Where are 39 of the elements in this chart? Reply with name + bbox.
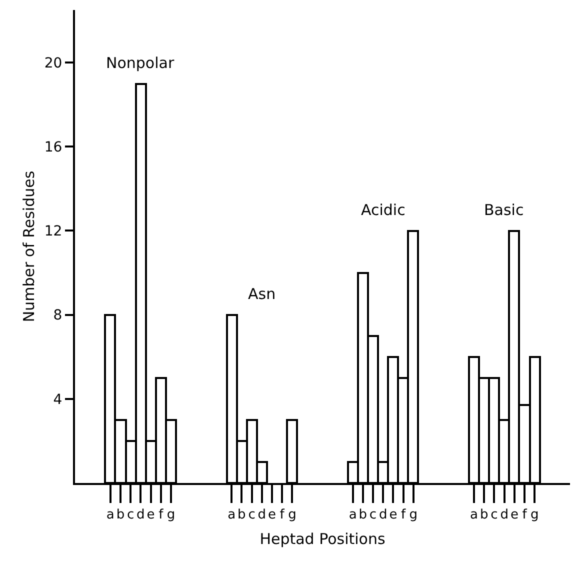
x-tick-label: f — [401, 508, 406, 523]
x-tick-label: b — [358, 508, 368, 523]
x-tick-label: d — [258, 508, 266, 523]
x-tick-label: g — [530, 508, 539, 523]
x-tick-label: a — [228, 508, 236, 523]
x-tick-label: d — [378, 508, 388, 523]
x-tick-label: d — [500, 508, 508, 523]
x-tick-label: a — [348, 508, 357, 523]
y-tick-label: 20 — [44, 55, 62, 72]
x-tick-label: a — [106, 508, 114, 523]
x-tick-label: f — [522, 508, 528, 523]
x-tick-label: e — [389, 508, 398, 523]
x-tick-label: e — [268, 508, 276, 523]
annotation: Asn — [248, 285, 276, 303]
x-tick-label: e — [146, 508, 155, 523]
x-tick-label: a — [470, 508, 478, 523]
y-tick-label: 4 — [53, 392, 62, 408]
x-tick-label: b — [116, 508, 125, 523]
y-tick-label: 8 — [53, 308, 62, 324]
x-axis-title: Heptad Positions — [260, 530, 386, 548]
x-tick-label: g — [409, 508, 418, 523]
x-tick-label: g — [166, 508, 176, 523]
annotation: Nonpolar — [106, 54, 175, 72]
x-tick-label: d — [136, 508, 145, 523]
annotation: Basic — [484, 201, 524, 219]
x-tick-label: c — [126, 508, 134, 523]
x-tick-label: b — [480, 508, 488, 523]
x-tick-label: c — [369, 508, 377, 523]
x-tick-label: c — [248, 508, 256, 523]
x-tick-label: e — [510, 508, 518, 523]
annotation: Acidic — [361, 201, 406, 219]
x-tick-label: g — [288, 508, 296, 523]
x-tick-label: c — [490, 508, 498, 523]
x-tick-label: f — [280, 508, 285, 523]
y-tick-label: 12 — [44, 224, 62, 240]
x-tick-label: b — [238, 508, 246, 523]
y-tick-label: 16 — [44, 140, 62, 156]
y-axis-title: Number of Residues — [20, 170, 38, 322]
x-tick-label: f — [158, 508, 164, 523]
